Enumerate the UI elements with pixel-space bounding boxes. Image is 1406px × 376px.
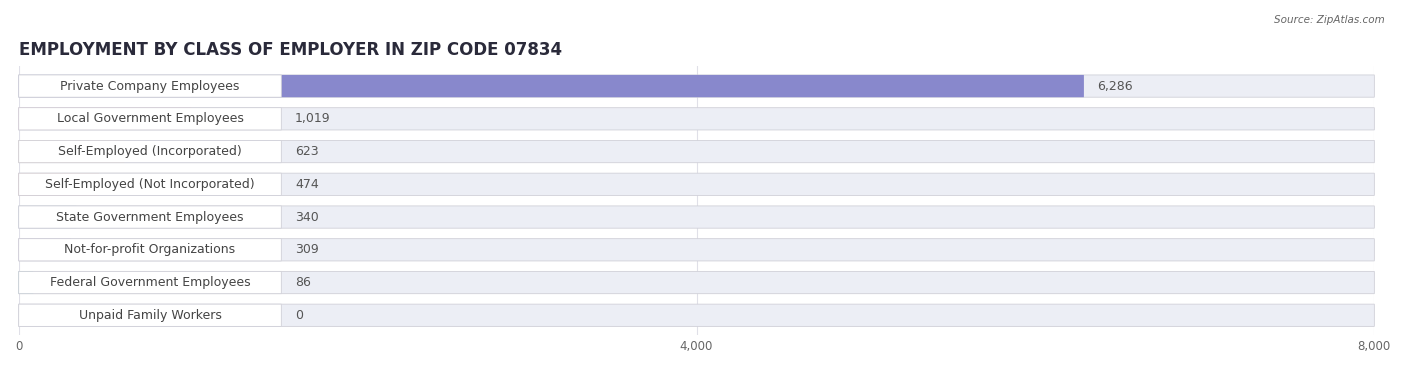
Text: Federal Government Employees: Federal Government Employees: [49, 276, 250, 289]
Text: Private Company Employees: Private Company Employees: [60, 80, 239, 92]
FancyBboxPatch shape: [18, 239, 281, 261]
Text: Self-Employed (Not Incorporated): Self-Employed (Not Incorporated): [45, 178, 254, 191]
Text: Local Government Employees: Local Government Employees: [56, 112, 243, 125]
FancyBboxPatch shape: [18, 173, 281, 196]
FancyBboxPatch shape: [18, 304, 281, 326]
FancyBboxPatch shape: [18, 304, 1375, 326]
FancyBboxPatch shape: [18, 271, 1375, 294]
FancyBboxPatch shape: [18, 140, 281, 163]
FancyBboxPatch shape: [18, 75, 1084, 97]
Text: Unpaid Family Workers: Unpaid Family Workers: [79, 309, 222, 322]
Text: 623: 623: [295, 145, 319, 158]
FancyBboxPatch shape: [18, 140, 1375, 163]
FancyBboxPatch shape: [18, 75, 281, 97]
FancyBboxPatch shape: [18, 108, 281, 130]
FancyBboxPatch shape: [18, 75, 1375, 97]
FancyBboxPatch shape: [18, 206, 1375, 228]
Text: Source: ZipAtlas.com: Source: ZipAtlas.com: [1274, 15, 1385, 25]
Text: 309: 309: [295, 243, 319, 256]
Text: 86: 86: [295, 276, 311, 289]
FancyBboxPatch shape: [18, 173, 1375, 196]
FancyBboxPatch shape: [18, 173, 98, 196]
Text: Not-for-profit Organizations: Not-for-profit Organizations: [65, 243, 236, 256]
Text: 474: 474: [295, 178, 319, 191]
FancyBboxPatch shape: [18, 206, 281, 228]
Text: EMPLOYMENT BY CLASS OF EMPLOYER IN ZIP CODE 07834: EMPLOYMENT BY CLASS OF EMPLOYER IN ZIP C…: [18, 41, 562, 59]
Text: State Government Employees: State Government Employees: [56, 211, 243, 224]
FancyBboxPatch shape: [18, 271, 281, 294]
FancyBboxPatch shape: [18, 239, 1375, 261]
FancyBboxPatch shape: [18, 140, 124, 163]
Text: Self-Employed (Incorporated): Self-Employed (Incorporated): [58, 145, 242, 158]
FancyBboxPatch shape: [18, 108, 1375, 130]
FancyBboxPatch shape: [18, 239, 72, 261]
FancyBboxPatch shape: [18, 206, 76, 228]
Text: 1,019: 1,019: [295, 112, 330, 125]
FancyBboxPatch shape: [18, 271, 34, 294]
FancyBboxPatch shape: [18, 108, 191, 130]
Text: 0: 0: [295, 309, 302, 322]
Text: 340: 340: [295, 211, 319, 224]
Text: 6,286: 6,286: [1098, 80, 1133, 92]
